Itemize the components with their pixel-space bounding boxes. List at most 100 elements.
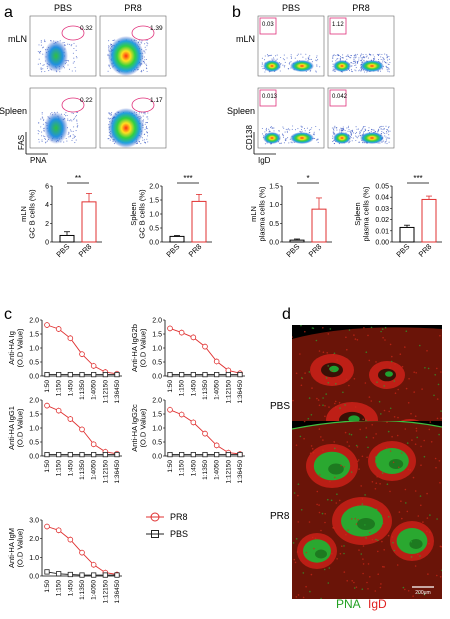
tick-label: 2.0 [152,318,162,325]
tick-label: 0.02 [375,217,389,224]
legend-pbs-marker [151,530,159,538]
elisa-plot: 0.0 0.5 1.0 1.5 2.0 1:50 1:150 1:450 1:1350 1:405… [7,318,122,404]
panel-letter-a: a [4,4,13,21]
x-tick-label: 1:50 [44,380,51,393]
x-tick-label: 1:12150 [102,460,109,484]
bar-ylabel: mLNplasma cells (%) [249,186,267,242]
tick-label: 1.5 [149,198,159,205]
tick-label: 1.0 [149,212,159,219]
point-pbs [225,371,231,378]
point-pbs [67,571,73,578]
histology-label-pbs: PBS [270,401,290,412]
tick-label: 2.0 [152,398,162,405]
flow-gate [131,97,155,113]
tick-label: 2.0 [29,398,39,405]
x-tick-label: 1:36450 [237,460,244,484]
tick-label: 0.03 [375,206,389,213]
flow-plot: 1.39 [99,15,167,77]
point-pbs [214,451,220,458]
bar-category-label: PBS [54,242,71,259]
point-pbs [214,371,220,378]
flow-y-axis-label: CD138 [245,125,254,150]
flow-gate-value: 1.17 [150,97,163,104]
point-pr8 [90,441,97,448]
bar-charts: 0 2 4 6 mLNGC B cells (%) PBS PR8 ** 0.0 0.5 1.0 1.… [19,174,442,259]
tick-label: 0.5 [29,360,39,367]
x-tick-label: 1:150 [56,460,63,477]
sig-stars: * [306,174,309,183]
x-tick-label: 1:450 [67,380,74,397]
bar-pr8 [81,201,97,243]
tick-label: 1.5 [29,412,39,419]
sig-stars: *** [413,174,422,183]
x-tick-label: 1:450 [67,460,74,477]
flow-population [44,40,68,72]
tick-label: 0.5 [152,360,162,367]
point-pr8 [79,351,85,357]
point-pr8 [167,406,173,413]
elisa-plot: 0.0 1.0 2.0 3.0 1:50 1:150 1:450 1:1350 1:4050 1:… [7,518,122,604]
capsule [292,421,442,430]
flow-cytometry-a: PBS PR8 mLN Spleen 0.32 1.39 0.22 1.17 FAS PNA [0,3,167,165]
point-pr8 [178,411,185,418]
pna-gc [385,371,393,377]
flow-plot: 0.03 [257,15,325,77]
bar-pbs [399,226,415,243]
flow-gate-value: 0.013 [262,94,278,100]
point-pbs [237,371,243,378]
elisa-ylabel: Anti-HA IgG1(O.D Value) [7,406,25,450]
bar-category-label: PR8 [187,242,204,259]
x-tick-label: 1:4050 [91,580,98,600]
flow-population [263,132,281,144]
bar-ylabel: SpleenGC B cells (%) [129,189,147,239]
bar-ylabel: Spleenplasma cells (%) [353,186,371,242]
elisa-plot: 0.0 0.5 1.0 1.5 2.0 1:50 1:150 1:450 1:1350 1:405… [130,318,245,404]
sig-stars: *** [183,174,192,183]
point-pbs [190,371,196,378]
x-tick-label: 1:12150 [225,380,232,404]
point-pbs [179,451,185,458]
tick-label: 2.0 [29,536,39,543]
point-pr8 [44,322,50,328]
flow-population [290,132,314,144]
bar-pr8 [311,208,327,243]
x-tick-label: 1:150 [56,380,63,397]
x-tick-label: 1:36450 [114,460,121,484]
flow-col-pr8: PR8 [124,3,142,13]
bar-category-label: PR8 [307,242,324,259]
point-pr8 [178,329,185,336]
point-pr8 [190,419,197,426]
point-pr8 [79,426,85,433]
panel-letter-c: c [4,306,12,323]
tick-label: 0.0 [152,374,162,381]
tick-label: 0.5 [152,440,162,447]
point-pr8 [90,561,97,568]
tick-label: 2.0 [29,318,39,325]
elisa-line-plots: 0.0 0.5 1.0 1.5 2.0 1:50 1:150 1:450 1:1350 1:405… [7,318,245,604]
tick-label: 0.0 [152,454,162,461]
pna-gc [348,415,360,423]
point-pbs [79,371,85,378]
tick-label: 1.0 [152,426,162,433]
flow-col-pbs: PBS [54,3,72,13]
flow-gate-value: 0.22 [80,97,93,104]
flow-gate [259,89,277,107]
point-pr8 [213,442,220,449]
flow-gate-value: 0.03 [262,22,274,28]
tick-label: 1.5 [269,184,279,191]
point-pbs [44,451,50,458]
flow-gate [329,89,347,107]
point-pr8 [90,363,97,369]
x-tick-label: 1:1350 [79,460,86,480]
flow-plot: 1.17 [99,87,167,149]
legend-pbs-label: PBS [170,529,188,539]
legend-pna: PNA [336,597,361,611]
x-tick-label: 1:36450 [114,580,121,604]
point-pbs [67,451,73,458]
point-pbs [56,571,62,577]
legend-igd: IgD [368,597,387,611]
x-tick-label: 1:450 [190,460,197,477]
point-pbs [91,572,97,578]
point-pr8 [67,536,74,543]
